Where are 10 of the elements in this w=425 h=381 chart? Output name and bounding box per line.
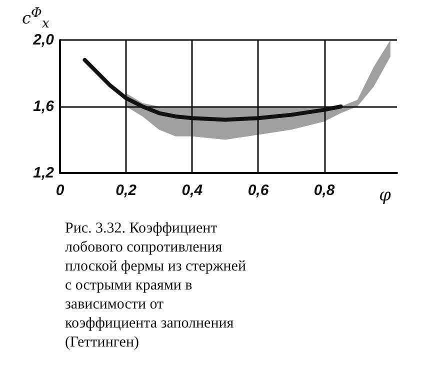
y-tick-label: 1,6 <box>33 98 55 115</box>
x-tick-label: 0,8 <box>314 182 336 199</box>
x-tick-label: 0,6 <box>248 182 270 199</box>
x-tick-label: 0 <box>56 182 65 199</box>
y-tick-label: 2,0 <box>32 32 55 48</box>
text: Рис. 3.32. Коэффициент лобового сопротивления плоской фермы из стержней с острыми краями в зависимости от коэффициента заполнения (Геттинген) <box>65 220 250 350</box>
x-tick-label: 0,4 <box>182 182 204 199</box>
y-tick-label: 1,2 <box>33 164 55 182</box>
x-tick-label: 0,2 <box>116 182 138 199</box>
x-axis-title: φ <box>379 186 391 206</box>
